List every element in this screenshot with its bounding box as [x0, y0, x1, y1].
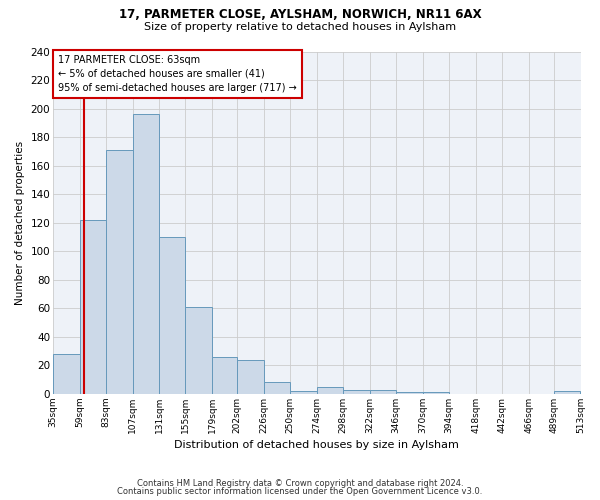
Bar: [53, 354, 80, 394]
Y-axis label: Number of detached properties: Number of detached properties: [15, 140, 25, 305]
Text: Contains public sector information licensed under the Open Government Licence v3: Contains public sector information licen…: [118, 487, 482, 496]
Text: Size of property relative to detached houses in Aylsham: Size of property relative to detached ho…: [144, 22, 456, 32]
Bar: [290, 391, 317, 394]
Bar: [396, 392, 423, 394]
Bar: [264, 382, 290, 394]
Bar: [106, 150, 133, 394]
Text: 17 PARMETER CLOSE: 63sqm
← 5% of detached houses are smaller (41)
95% of semi-de: 17 PARMETER CLOSE: 63sqm ← 5% of detache…: [58, 55, 297, 93]
Bar: [133, 114, 159, 394]
Bar: [343, 390, 370, 394]
Bar: [238, 360, 264, 394]
Bar: [554, 391, 580, 394]
Bar: [212, 357, 238, 394]
Bar: [317, 387, 343, 394]
X-axis label: Distribution of detached houses by size in Aylsham: Distribution of detached houses by size …: [175, 440, 459, 450]
Bar: [370, 390, 396, 394]
Bar: [80, 220, 106, 394]
Bar: [159, 237, 185, 394]
Text: 17, PARMETER CLOSE, AYLSHAM, NORWICH, NR11 6AX: 17, PARMETER CLOSE, AYLSHAM, NORWICH, NR…: [119, 8, 481, 20]
Bar: [185, 307, 212, 394]
Bar: [423, 392, 449, 394]
Text: Contains HM Land Registry data © Crown copyright and database right 2024.: Contains HM Land Registry data © Crown c…: [137, 478, 463, 488]
